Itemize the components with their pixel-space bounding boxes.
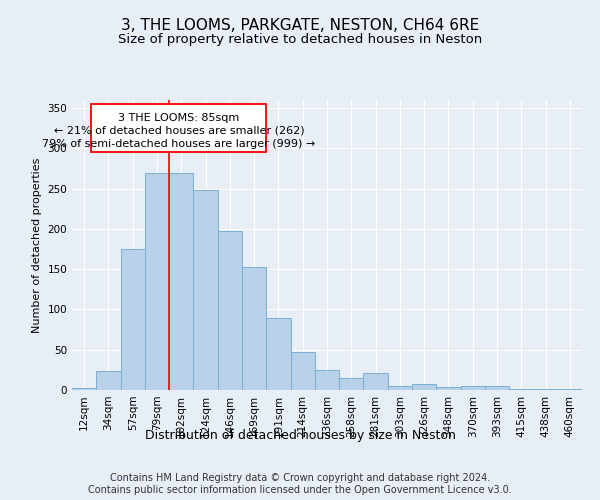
Bar [461, 386, 485, 390]
Bar [485, 386, 509, 390]
Bar [290, 352, 315, 390]
Text: Contains HM Land Registry data © Crown copyright and database right 2024.
Contai: Contains HM Land Registry data © Crown c… [88, 474, 512, 495]
Bar [121, 249, 145, 390]
FancyBboxPatch shape [91, 104, 266, 152]
Bar [436, 387, 461, 390]
Text: Size of property relative to detached houses in Neston: Size of property relative to detached ho… [118, 32, 482, 46]
Bar [315, 370, 339, 390]
Bar [558, 389, 582, 390]
Text: ← 21% of detached houses are smaller (262): ← 21% of detached houses are smaller (26… [53, 126, 304, 136]
Bar [412, 384, 436, 390]
Bar [266, 318, 290, 390]
Bar [145, 172, 169, 390]
Bar [339, 378, 364, 390]
Y-axis label: Number of detached properties: Number of detached properties [32, 158, 42, 332]
Bar [96, 372, 121, 390]
Bar [242, 267, 266, 390]
Text: Distribution of detached houses by size in Neston: Distribution of detached houses by size … [145, 428, 455, 442]
Text: 3, THE LOOMS, PARKGATE, NESTON, CH64 6RE: 3, THE LOOMS, PARKGATE, NESTON, CH64 6RE [121, 18, 479, 32]
Bar [509, 389, 533, 390]
Bar [388, 386, 412, 390]
Bar [533, 389, 558, 390]
Bar [364, 373, 388, 390]
Bar [218, 232, 242, 390]
Text: 3 THE LOOMS: 85sqm: 3 THE LOOMS: 85sqm [118, 112, 239, 122]
Bar [72, 388, 96, 390]
Bar [193, 190, 218, 390]
Bar [169, 172, 193, 390]
Text: 79% of semi-detached houses are larger (999) →: 79% of semi-detached houses are larger (… [42, 138, 316, 148]
